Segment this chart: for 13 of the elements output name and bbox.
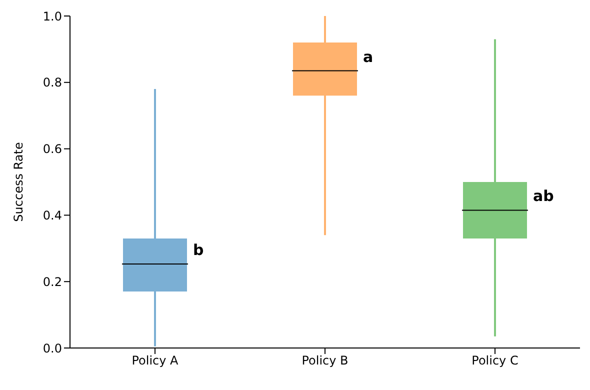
y-tick-label: 0.4 xyxy=(42,208,62,222)
annotation: a xyxy=(363,48,374,66)
y-tick-label: 0.2 xyxy=(42,274,62,289)
annotation: b xyxy=(193,241,204,260)
y-tick-label: 0.8 xyxy=(42,76,62,90)
x-tick-label: Policy C xyxy=(472,354,518,368)
annotation: ab xyxy=(533,187,554,206)
x-tick-label: Policy B xyxy=(302,354,348,368)
y-tick-label: 0.6 xyxy=(42,142,62,156)
x-tick-label: Policy A xyxy=(132,354,180,368)
y-axis-title: Success Rate xyxy=(11,142,26,222)
y-tick-label: 1.0 xyxy=(42,9,62,24)
y-tick-label: 0.0 xyxy=(42,341,62,356)
